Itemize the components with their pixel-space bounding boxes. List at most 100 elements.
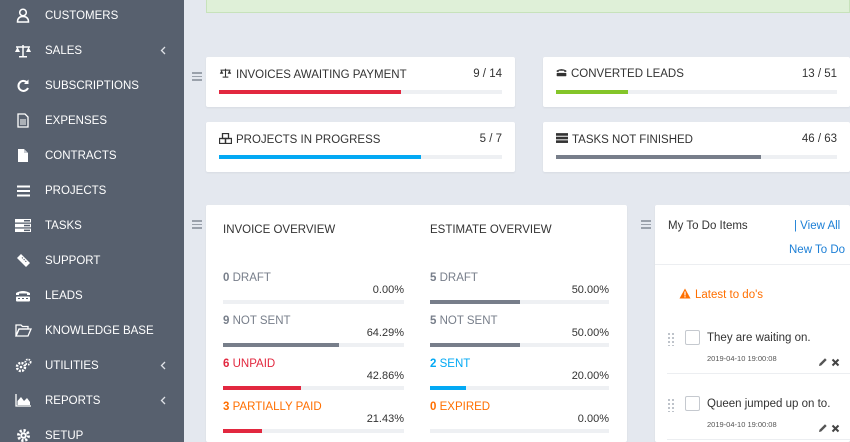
sidebar-item-label: CUSTOMERS xyxy=(45,9,119,22)
user-icon xyxy=(14,7,32,25)
estimate-status-row[interactable]: 5 NOT SENT 50.00% xyxy=(430,315,609,349)
status-count: 5 xyxy=(430,315,437,327)
tasks-icon xyxy=(14,217,32,235)
progress-bar xyxy=(430,429,609,433)
todo-date: 2019-04-10 19:00:08 xyxy=(707,420,777,429)
progress-bar xyxy=(430,300,609,304)
folder-open-icon xyxy=(14,322,32,340)
sidebar-item-leads[interactable]: LEADS xyxy=(0,278,184,313)
stat-count: 5 / 7 xyxy=(479,133,502,145)
progress-bar xyxy=(556,155,837,159)
sidebar-item-label: LEADS xyxy=(45,289,83,302)
progress-bar xyxy=(223,343,404,347)
cubes-icon xyxy=(218,132,233,147)
pencil-icon[interactable] xyxy=(818,420,828,438)
todo-item: They are waiting on. 2019-04-10 19:00:08 xyxy=(667,328,850,388)
chevron-left-icon xyxy=(158,396,168,406)
stat-card-projects-in-progress: PROJECTS IN PROGRESS 5 / 7 xyxy=(206,122,515,172)
close-icon[interactable] xyxy=(831,420,840,438)
view-all-link[interactable]: | View All xyxy=(794,220,841,232)
sidebar-item-contracts[interactable]: CONTRACTS xyxy=(0,138,184,173)
latest-todos-label: Latest to do's xyxy=(695,289,764,301)
sidebar-item-sales[interactable]: SALES xyxy=(0,33,184,68)
balance-scale-icon xyxy=(219,68,232,81)
progress-bar xyxy=(219,90,502,94)
sidebar-item-projects[interactable]: PROJECTS xyxy=(0,173,184,208)
sidebar-item-subscriptions[interactable]: SUBSCRIPTIONS xyxy=(0,68,184,103)
invoice-status-row[interactable]: 6 UNPAID 42.86% xyxy=(223,358,404,392)
stat-card-invoices-awaiting-payment: INVOICES AWAITING PAYMENT 9 / 14 xyxy=(206,57,515,107)
todo-checkbox[interactable] xyxy=(685,330,700,345)
drag-grip-icon[interactable] xyxy=(667,398,675,412)
estimate-status-row[interactable]: 0 EXPIRED 0.00% xyxy=(430,401,609,435)
progress-bar xyxy=(219,155,502,159)
estimate-status-row[interactable]: 5 DRAFT 50.00% xyxy=(430,272,609,306)
progress-bar xyxy=(430,386,609,390)
status-label: DRAFT xyxy=(439,272,478,284)
balance-scale-icon xyxy=(14,42,32,60)
status-label: EXPIRED xyxy=(439,401,491,413)
status-label: DRAFT xyxy=(232,272,271,284)
sidebar-item-expenses[interactable]: EXPENSES xyxy=(0,103,184,138)
status-percent: 64.29% xyxy=(366,327,404,339)
progress-bar xyxy=(556,90,837,94)
stat-card-tasks-not-finished: TASKS NOT FINISHED 46 / 63 xyxy=(543,122,850,172)
status-percent: 21.43% xyxy=(366,413,404,425)
sidebar-item-label: TASKS xyxy=(45,219,82,232)
status-percent: 0.00% xyxy=(372,284,404,296)
close-icon[interactable] xyxy=(831,354,840,372)
todo-checkbox[interactable] xyxy=(685,396,700,411)
divider xyxy=(655,264,850,265)
file-text-icon xyxy=(14,112,32,130)
status-label: NOT SENT xyxy=(439,315,498,327)
status-label: PARTIALLY PAID xyxy=(232,401,322,413)
estimate-overview-heading: ESTIMATE OVERVIEW xyxy=(430,224,552,236)
status-label: SENT xyxy=(439,358,471,370)
invoice-status-row[interactable]: 0 DRAFT 0.00% xyxy=(223,272,404,306)
status-count: 5 xyxy=(430,272,437,284)
stat-title: INVOICES AWAITING PAYMENT xyxy=(236,68,407,81)
progress-bar xyxy=(430,343,609,347)
invoice-status-row[interactable]: 9 NOT SENT 64.29% xyxy=(223,315,404,349)
sidebar-item-label: REPORTS xyxy=(45,394,101,407)
widget-drag-handle[interactable] xyxy=(192,72,202,81)
sidebar-item-reports[interactable]: REPORTS xyxy=(0,383,184,418)
invoice-status-row[interactable]: 3 PARTIALLY PAID 21.43% xyxy=(223,401,404,435)
status-percent: 20.00% xyxy=(571,370,609,382)
widget-drag-handle[interactable] xyxy=(641,220,651,229)
tty-icon xyxy=(14,287,32,305)
file-icon xyxy=(14,147,32,165)
status-count: 6 xyxy=(223,358,230,370)
sidebar-item-utilities[interactable]: UTILITIES xyxy=(0,348,184,383)
todo-panel-title: My To Do Items xyxy=(668,220,748,232)
todo-item: Queen jumped up on to. 2019-04-10 19:00:… xyxy=(667,394,850,442)
sidebar-item-label: SUPPORT xyxy=(45,254,101,267)
tty-icon xyxy=(556,68,567,80)
status-count: 0 xyxy=(223,272,230,284)
drag-grip-icon[interactable] xyxy=(667,332,675,346)
sidebar-item-setup[interactable]: SETUP xyxy=(0,418,184,442)
divider xyxy=(667,373,850,374)
stat-title: CONVERTED LEADS xyxy=(571,68,684,80)
sidebar-item-label: CONTRACTS xyxy=(45,149,117,162)
status-percent: 50.00% xyxy=(571,284,609,296)
status-label: UNPAID xyxy=(232,358,276,370)
widget-drag-handle[interactable] xyxy=(192,220,202,229)
sidebar-item-tasks[interactable]: TASKS xyxy=(0,208,184,243)
stat-card-converted-leads: CONVERTED LEADS 13 / 51 xyxy=(543,57,850,107)
chevron-left-icon xyxy=(158,361,168,371)
new-todo-link[interactable]: New To Do xyxy=(789,244,846,256)
estimate-status-row[interactable]: 2 SENT 20.00% xyxy=(430,358,609,392)
stat-count: 46 / 63 xyxy=(801,133,837,145)
sidebar-item-knowledge-base[interactable]: KNOWLEDGE BASE xyxy=(0,313,184,348)
sidebar-item-support[interactable]: SUPPORT xyxy=(0,243,184,278)
area-chart-icon xyxy=(14,392,32,410)
pencil-icon[interactable] xyxy=(818,354,828,372)
sidebar-item-customers[interactable]: CUSTOMERS xyxy=(0,0,184,33)
sidebar-item-label: PROJECTS xyxy=(45,184,107,197)
sidebar-item-label: SETUP xyxy=(45,429,84,442)
status-count: 2 xyxy=(430,358,437,370)
status-label: NOT SENT xyxy=(232,315,291,327)
bars-icon xyxy=(14,182,32,200)
sidebar-item-label: SUBSCRIPTIONS xyxy=(45,79,139,92)
